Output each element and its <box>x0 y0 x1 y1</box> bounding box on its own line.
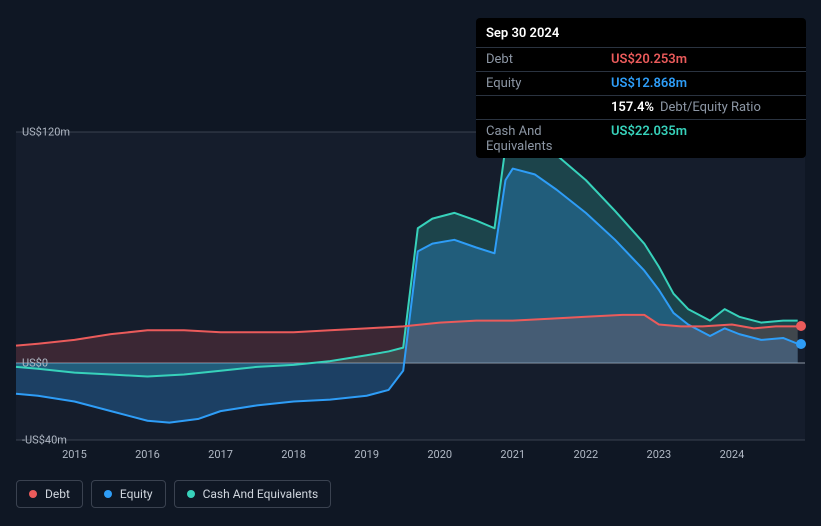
x-axis-tick: 2023 <box>647 448 672 461</box>
x-axis-tick: 2021 <box>500 448 525 461</box>
tooltip-row: Cash And EquivalentsUS$22.035m <box>476 119 806 158</box>
legend-item-equity[interactable]: Equity <box>91 480 166 508</box>
tooltip-label <box>486 100 611 115</box>
legend-item-debt[interactable]: Debt <box>16 480 83 508</box>
x-axis: 2015 2016 2017 2018 2019 2020 2021 2022 2023 2024 <box>16 444 805 466</box>
legend-dot-icon <box>29 490 37 498</box>
x-axis-tick: 2015 <box>62 448 87 461</box>
tooltip-value: US$22.035m <box>611 124 687 154</box>
tooltip-extra: Debt/Equity Ratio <box>660 100 761 115</box>
x-axis-tick: 2020 <box>427 448 452 461</box>
tooltip-label: Equity <box>486 76 611 91</box>
x-axis-tick: 2022 <box>573 448 598 461</box>
y-axis-tick: -US$40m <box>22 434 799 447</box>
tooltip-row: EquityUS$12.868m <box>476 71 806 95</box>
tooltip-label: Debt <box>486 52 611 67</box>
tooltip-value: US$20.253m <box>611 52 687 67</box>
x-axis-tick: 2016 <box>135 448 160 461</box>
tooltip-row: 157.4%Debt/Equity Ratio <box>476 95 806 119</box>
debt-equity-chart: 2015 2016 2017 2018 2019 2020 2021 2022 2023 2024… <box>16 120 805 466</box>
legend-dot-icon <box>187 490 195 498</box>
x-axis-tick: 2019 <box>354 448 379 461</box>
series-end-dot <box>796 339 806 349</box>
chart-tooltip: Sep 30 2024 DebtUS$20.253mEquityUS$12.86… <box>476 18 806 158</box>
x-axis-tick: 2017 <box>208 448 233 461</box>
legend-dot-icon <box>104 490 112 498</box>
tooltip-row: DebtUS$20.253m <box>476 47 806 71</box>
legend-item-cash-and-equivalents[interactable]: Cash And Equivalents <box>174 480 332 508</box>
tooltip-label: Cash And Equivalents <box>486 124 611 154</box>
x-axis-tick: 2024 <box>720 448 745 461</box>
tooltip-date: Sep 30 2024 <box>476 18 806 47</box>
y-axis-tick: US$0 <box>22 357 799 370</box>
tooltip-value: 157.4%Debt/Equity Ratio <box>611 100 761 115</box>
tooltip-value: US$12.868m <box>611 76 687 91</box>
chart-plot-area[interactable] <box>16 132 805 440</box>
chart-legend: Debt Equity Cash And Equivalents <box>16 480 331 508</box>
series-end-dot <box>796 321 806 331</box>
x-axis-tick: 2018 <box>281 448 306 461</box>
legend-label: Equity <box>120 487 153 501</box>
legend-label: Debt <box>45 487 70 501</box>
legend-label: Cash And Equivalents <box>203 487 319 501</box>
